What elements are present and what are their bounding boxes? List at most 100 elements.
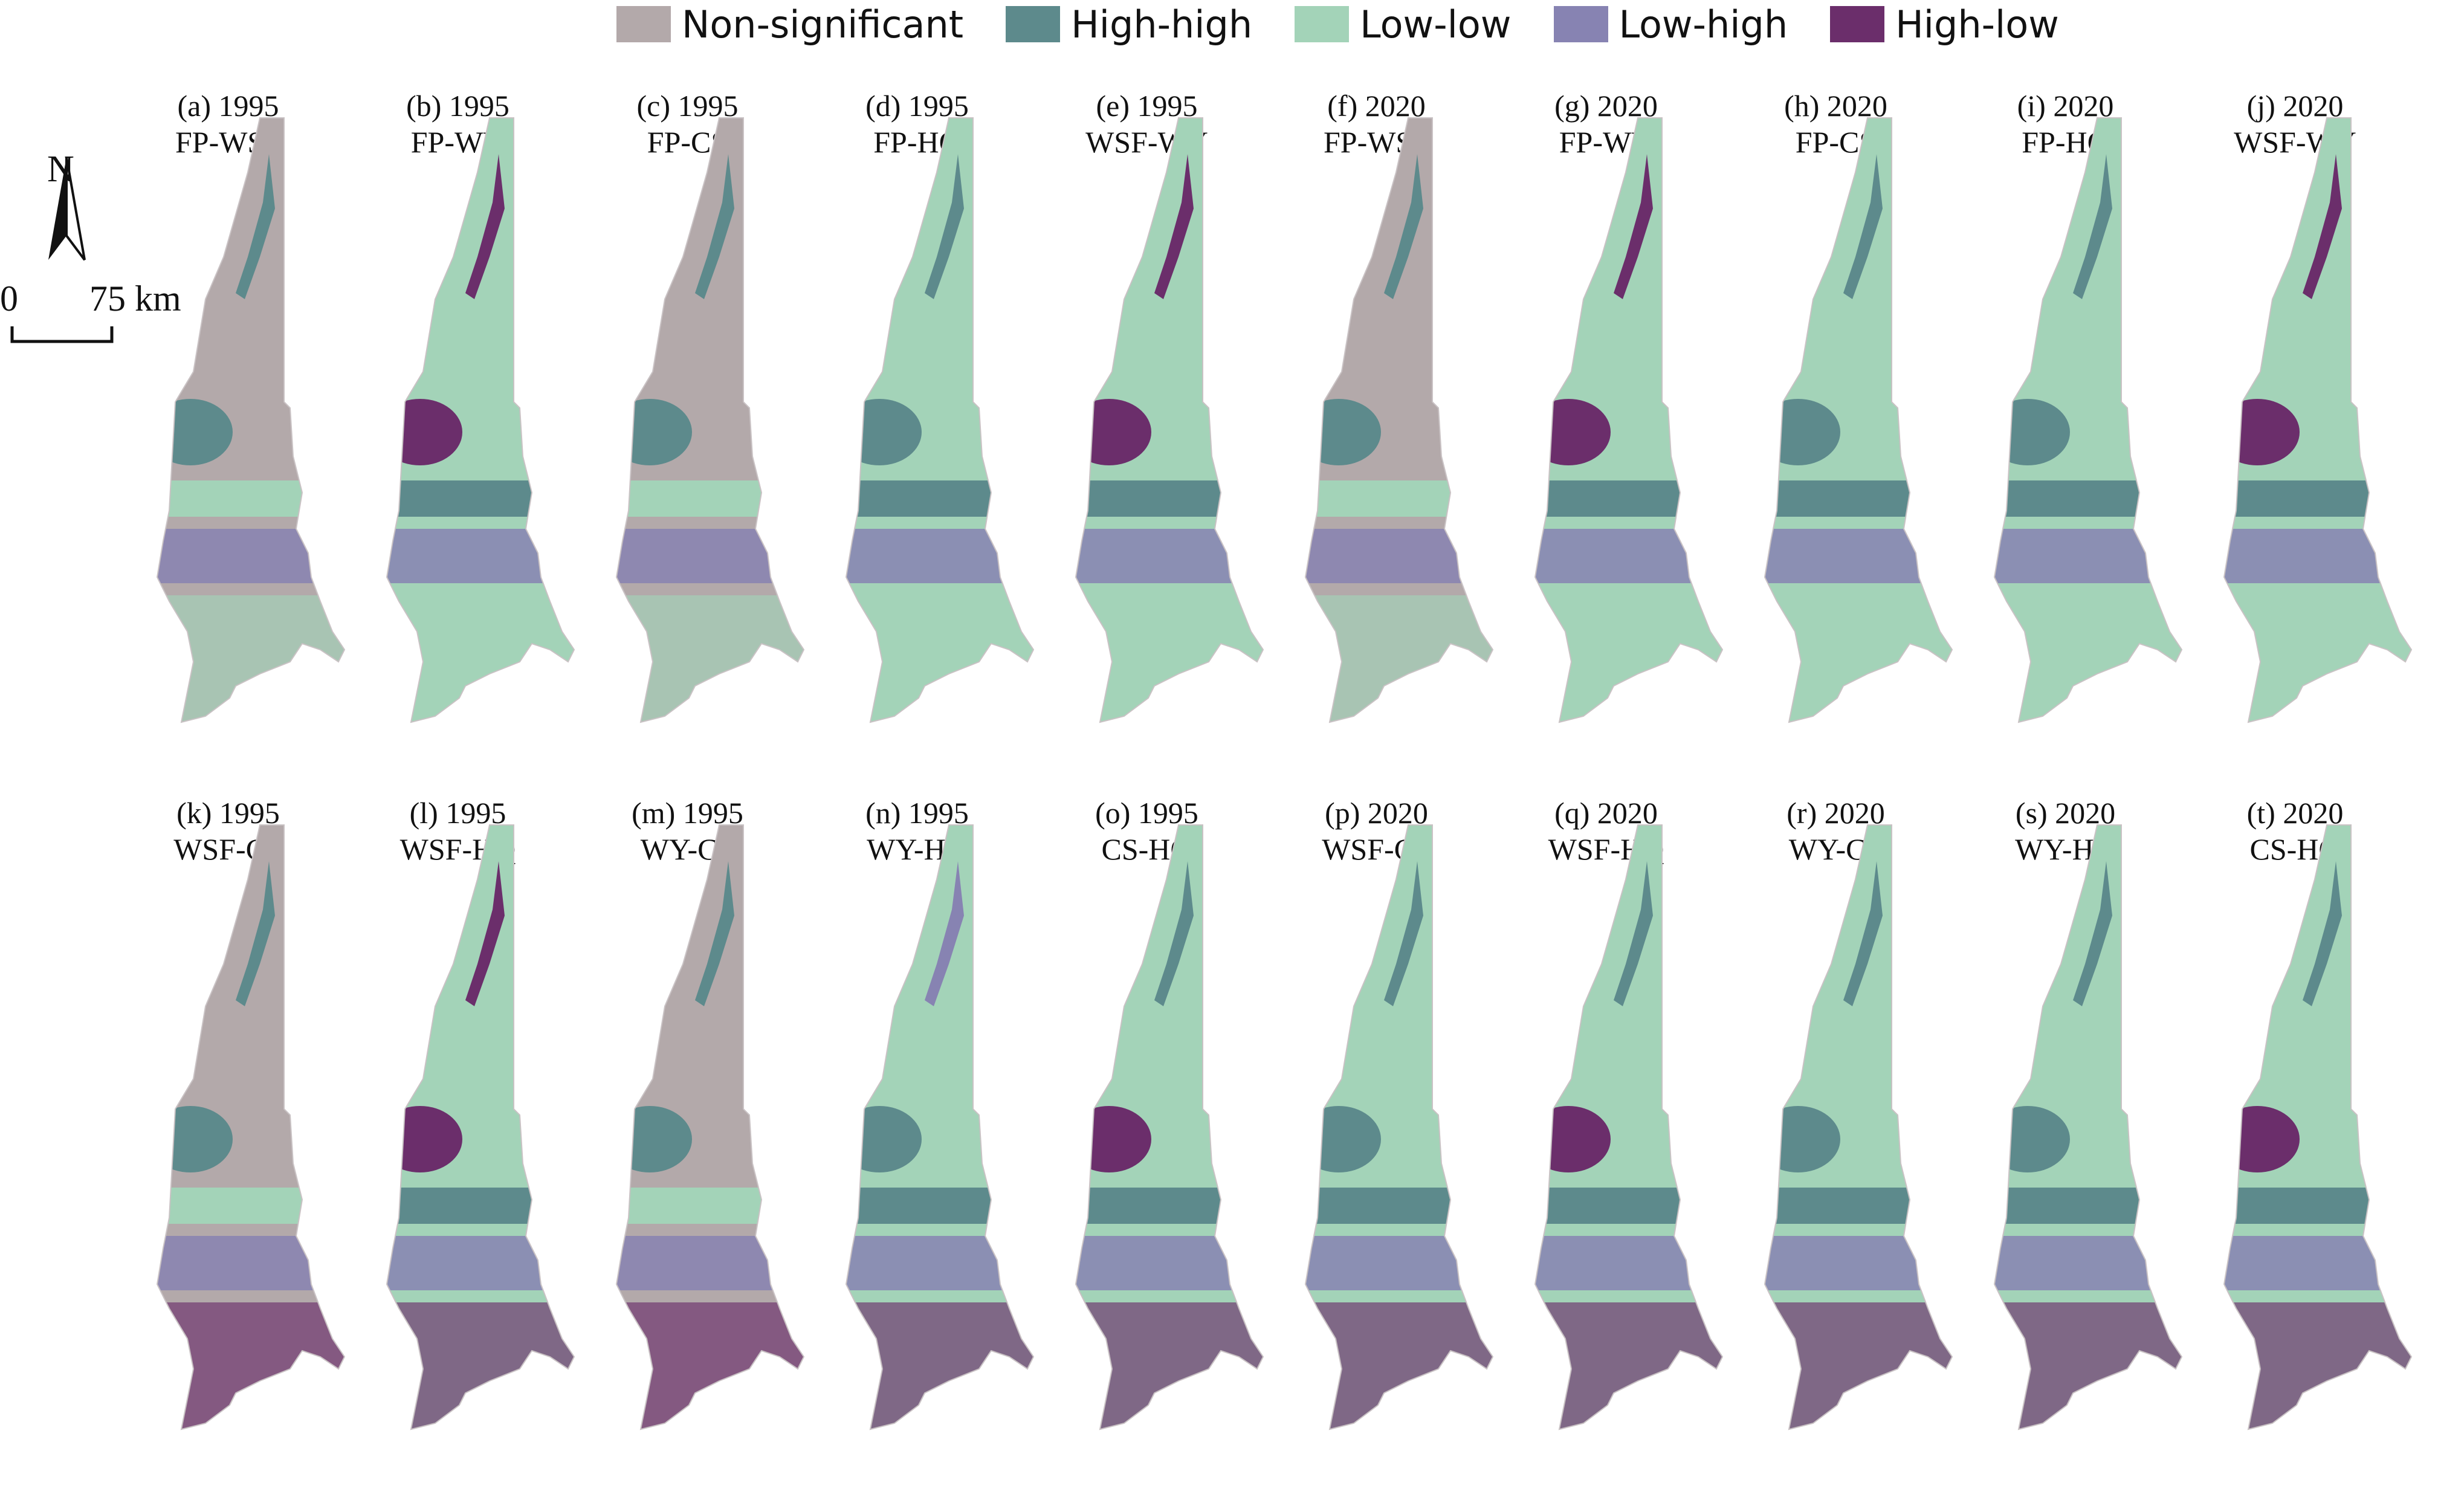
- panel-year-label: (h) 2020: [1784, 89, 1887, 123]
- map-panel-j: (j) 2020 WSF-WY: [2206, 89, 2433, 765]
- basin-map: [386, 117, 575, 723]
- basin-outline: [1304, 824, 1494, 1431]
- region-band: [1765, 480, 1952, 517]
- legend-label: Low-high: [1618, 2, 1788, 47]
- basin-outline: [845, 117, 1035, 723]
- legend-label: Non-significant: [682, 2, 964, 47]
- region-band: [1305, 1188, 1493, 1224]
- region-band: [616, 1236, 804, 1290]
- map-panel-h: (h) 2020 FP-CS: [1747, 89, 1973, 765]
- region-band: [157, 1236, 344, 1290]
- basin-map: [2223, 117, 2413, 723]
- region-patch: [1994, 1106, 2070, 1172]
- map-panel-e: (e) 1995 WSF-WY: [1058, 89, 1284, 765]
- region-patch: [1765, 399, 1840, 465]
- basin-outline: [1764, 824, 1953, 1431]
- region-band: [1994, 480, 2182, 517]
- panel-year-label: (g) 2020: [1554, 89, 1658, 123]
- region-streak: [1614, 154, 1653, 299]
- region-band: [387, 595, 574, 722]
- basin-outline: [1993, 117, 2183, 723]
- panel-year-label: (e) 1995: [1096, 89, 1198, 123]
- region-patch: [1076, 399, 1151, 465]
- panel-year-label: (q) 2020: [1554, 796, 1658, 830]
- region-streak: [2303, 154, 2342, 299]
- region-band: [1535, 1236, 1722, 1290]
- legend-label: High-high: [1071, 2, 1253, 47]
- legend-item-high-high: High-high: [1006, 2, 1252, 47]
- basin-map: [1075, 117, 1264, 723]
- map-panel-g: (g) 2020 FP-WY: [1517, 89, 1744, 765]
- region-band: [1305, 595, 1493, 722]
- panel-label: (t) 2020 CS-HQ: [2182, 795, 2408, 867]
- region-band: [1535, 1302, 1722, 1429]
- region-streak: [2073, 861, 2112, 1006]
- region-band: [157, 529, 344, 583]
- region-band: [1765, 1302, 1952, 1429]
- region-band: [1076, 480, 1263, 517]
- region-patch: [1305, 1106, 1381, 1172]
- panel-year-label: (r) 2020: [1787, 796, 1885, 830]
- region-band: [1305, 1302, 1493, 1429]
- panel-year-label: (f) 2020: [1327, 89, 1426, 123]
- legend-item-high-low: High-low: [1830, 2, 2059, 47]
- region-band: [616, 1302, 804, 1429]
- map-panel-i: (i) 2020 FP-HQ: [1976, 89, 2203, 765]
- region-streak: [1384, 154, 1423, 299]
- region-patch: [616, 399, 692, 465]
- basin-map: [156, 117, 346, 723]
- basin-map: [615, 117, 805, 723]
- region-patch: [387, 1106, 462, 1172]
- basin-outline: [615, 824, 805, 1431]
- region-band: [616, 595, 804, 722]
- region-streak: [1154, 861, 1194, 1006]
- legend-swatch: [1006, 6, 1061, 42]
- basin-map: [1304, 824, 1494, 1431]
- basin-outline: [1304, 117, 1494, 723]
- region-band: [616, 529, 804, 583]
- basin-map: [615, 824, 805, 1431]
- region-band: [1305, 480, 1493, 517]
- region-streak: [236, 154, 275, 299]
- basin-map: [1764, 824, 1953, 1431]
- region-band: [846, 480, 1033, 517]
- region-band: [2224, 1302, 2411, 1429]
- region-patch: [1305, 399, 1381, 465]
- panel-year-label: (k) 1995: [176, 796, 280, 830]
- region-band: [2224, 1236, 2411, 1290]
- map-panel-o: (o) 1995 CS-HQ: [1058, 796, 1284, 1472]
- panel-year-label: (m) 1995: [632, 796, 743, 830]
- basin-outline: [2223, 824, 2413, 1431]
- region-band: [157, 480, 344, 517]
- legend-item-non-significant: Non-significant: [616, 2, 963, 47]
- region-band: [846, 1236, 1033, 1290]
- region-streak: [2073, 154, 2112, 299]
- region-streak: [925, 154, 964, 299]
- region-streak: [1843, 861, 1883, 1006]
- region-band: [2224, 595, 2411, 722]
- region-streak: [465, 154, 505, 299]
- region-band: [1535, 595, 1722, 722]
- basin-outline: [615, 117, 805, 723]
- region-band: [2224, 529, 2411, 583]
- legend-item-low-low: Low-low: [1295, 2, 1512, 47]
- panel-year-label: (n) 1995: [865, 796, 969, 830]
- legend-item-low-high: Low-high: [1553, 2, 1788, 47]
- map-panel-p: (p) 2020 WSF-CS: [1287, 796, 1514, 1472]
- region-streak: [1614, 861, 1653, 1006]
- region-patch: [2224, 1106, 2300, 1172]
- region-streak: [2303, 861, 2342, 1006]
- region-band: [1994, 1188, 2182, 1224]
- region-band: [1765, 529, 1952, 583]
- map-panel-r: (r) 2020 WY-CS: [1747, 796, 1973, 1472]
- region-streak: [1384, 861, 1423, 1006]
- region-streak: [695, 154, 734, 299]
- region-band: [1076, 529, 1263, 583]
- panel-year-label: (d) 1995: [865, 89, 969, 123]
- region-patch: [1765, 1106, 1840, 1172]
- region-patch: [2224, 399, 2300, 465]
- legend-label: High-low: [1895, 2, 2059, 47]
- basin-map: [1993, 117, 2183, 723]
- basin-map: [845, 117, 1035, 723]
- region-band: [846, 1302, 1033, 1429]
